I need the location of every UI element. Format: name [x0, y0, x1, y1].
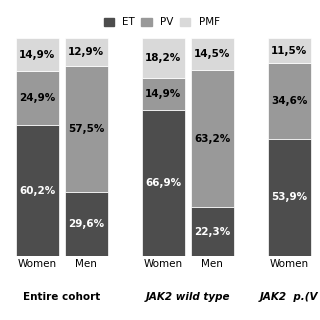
- Text: JAK2 wild type: JAK2 wild type: [146, 292, 230, 302]
- Text: 11,5%: 11,5%: [271, 46, 307, 56]
- Text: JAK2  p.(V: JAK2 p.(V: [260, 292, 318, 302]
- Bar: [191, 70, 234, 207]
- Text: 24,9%: 24,9%: [19, 93, 55, 103]
- Bar: [268, 139, 311, 256]
- Text: 14,9%: 14,9%: [145, 89, 181, 99]
- Bar: [191, 207, 234, 256]
- Text: 22,3%: 22,3%: [194, 227, 230, 237]
- Text: 53,9%: 53,9%: [271, 192, 307, 202]
- Bar: [191, 38, 234, 70]
- Text: 29,6%: 29,6%: [68, 219, 104, 229]
- Bar: [65, 192, 108, 256]
- Text: 18,2%: 18,2%: [145, 53, 181, 63]
- Text: 57,5%: 57,5%: [68, 124, 105, 134]
- Text: 63,2%: 63,2%: [194, 134, 230, 144]
- Bar: [16, 38, 59, 71]
- Text: 60,2%: 60,2%: [19, 186, 55, 196]
- Text: 14,5%: 14,5%: [194, 49, 230, 59]
- Bar: [268, 38, 311, 63]
- Bar: [268, 63, 311, 139]
- Bar: [142, 38, 185, 78]
- Bar: [142, 78, 185, 110]
- Bar: [142, 110, 185, 256]
- Bar: [65, 67, 108, 192]
- Text: 34,6%: 34,6%: [271, 96, 307, 106]
- Bar: [65, 38, 108, 67]
- Text: 66,9%: 66,9%: [145, 178, 181, 188]
- Text: 14,9%: 14,9%: [19, 50, 55, 60]
- Bar: [16, 71, 59, 125]
- Text: Entire cohort: Entire cohort: [23, 292, 100, 302]
- Legend: ET, PV, PMF: ET, PV, PMF: [104, 18, 220, 28]
- Text: 12,9%: 12,9%: [68, 47, 104, 57]
- Bar: [16, 125, 59, 256]
